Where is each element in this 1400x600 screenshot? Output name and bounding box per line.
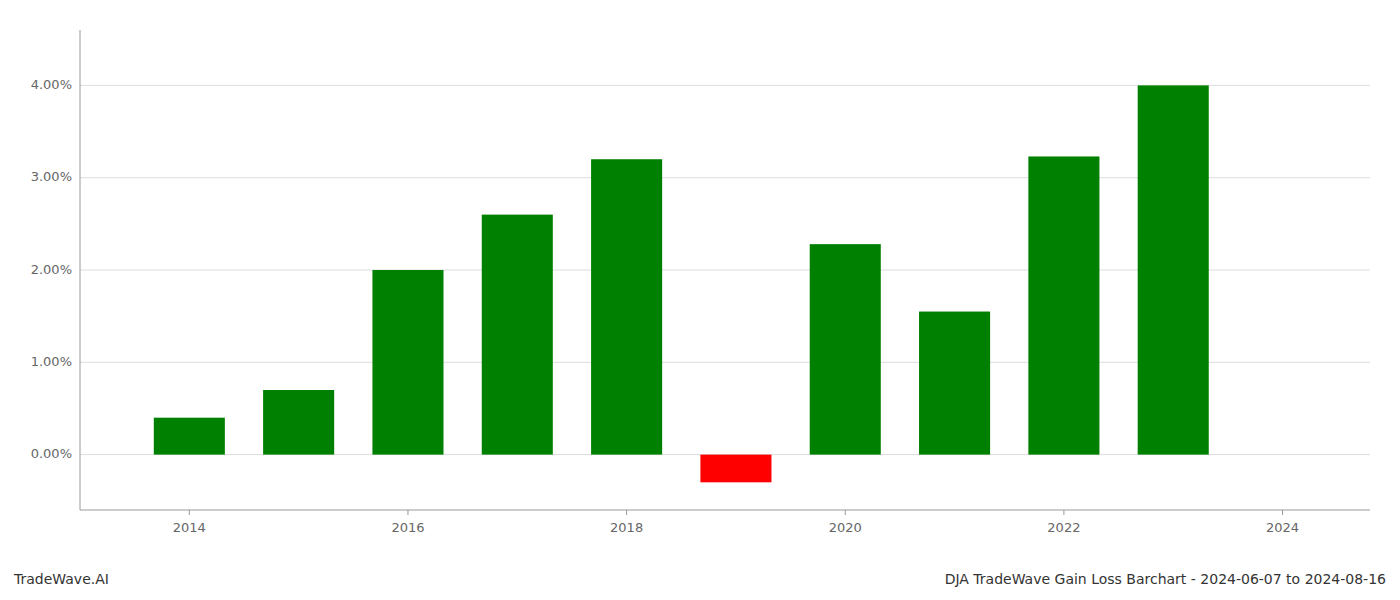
y-tick-label: 2.00%	[31, 262, 72, 277]
x-tick	[626, 510, 627, 515]
x-tick	[407, 510, 408, 515]
y-tick-label: 1.00%	[31, 354, 72, 369]
bar	[810, 244, 881, 454]
footer-label: TradeWave.AI	[13, 571, 109, 587]
y-tick-label: 3.00%	[31, 169, 72, 184]
bar	[591, 159, 662, 454]
x-tick	[189, 510, 190, 515]
y-tick-label: 4.00%	[31, 77, 72, 92]
bars	[154, 85, 1209, 482]
bar	[1028, 156, 1099, 454]
title: DJA TradeWave Gain Loss Barchart - 2024-…	[945, 571, 1386, 587]
x-tick	[845, 510, 846, 515]
x-tick-label: 2020	[829, 520, 862, 535]
x-tick-label: 2014	[173, 520, 206, 535]
bar	[154, 418, 225, 455]
x-tick	[1063, 510, 1064, 515]
x-tick-label: 2018	[610, 520, 643, 535]
grid	[80, 85, 1370, 454]
y-axis-line	[80, 30, 81, 510]
bar	[700, 455, 771, 483]
bar	[482, 215, 553, 455]
bar	[372, 270, 443, 455]
y-tick-label: 0.00%	[31, 446, 72, 461]
chart: 0.00% 1.00% 2.00% 3.00% 4.00% 2014 2016 2018 202…	[0, 0, 1400, 600]
x-tick-label: 2016	[391, 520, 424, 535]
bar	[263, 390, 334, 455]
x-axis-line	[80, 510, 1370, 511]
bar	[919, 312, 990, 455]
x-tick-label: 2024	[1266, 520, 1299, 535]
x-tick	[1282, 510, 1283, 515]
bar	[1138, 85, 1209, 454]
x-tick-label: 2022	[1047, 520, 1080, 535]
